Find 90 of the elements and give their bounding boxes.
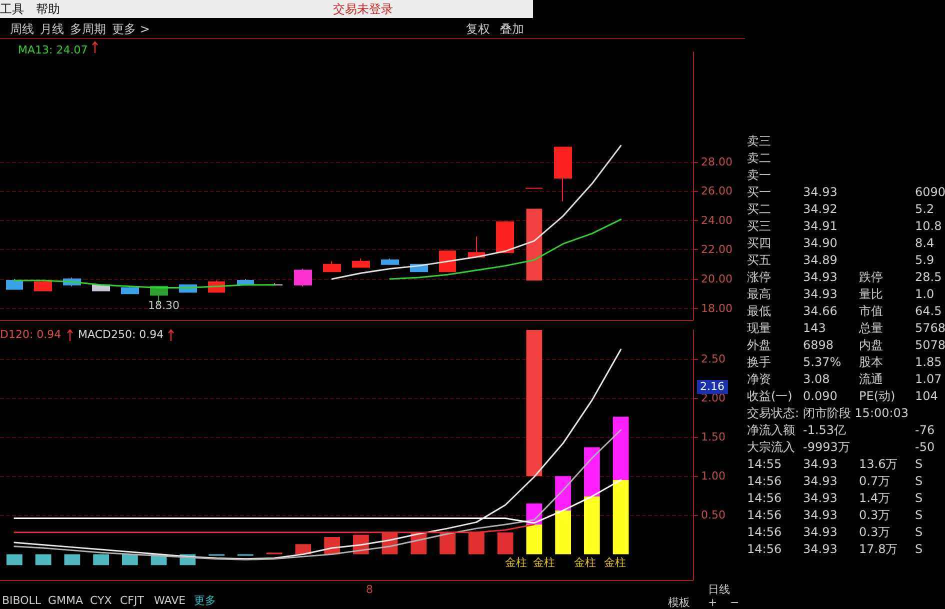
- y-tick-label: 24.00: [701, 214, 732, 227]
- text: 现量 143 总量 5768: [747, 320, 945, 337]
- text: CFJT: [120, 594, 144, 608]
- annotation: 金柱: [533, 556, 555, 570]
- text: 模板: [668, 596, 690, 609]
- text: 14:56 34.93 0.3万 S: [747, 507, 923, 524]
- text: 净流入额 -1.53亿 -76: [747, 422, 935, 439]
- text: 大宗流入 -9993万 -50: [747, 439, 935, 456]
- bar: [64, 554, 80, 566]
- candlestick: [554, 146, 572, 202]
- bar: [555, 510, 572, 554]
- annotation: 18.30: [148, 299, 180, 313]
- text: 日线: [708, 583, 730, 597]
- y-tick-label: 18.00: [701, 302, 732, 315]
- candlestick: [34, 280, 52, 292]
- text: GMMA: [48, 594, 84, 608]
- text: 买三 34.91 10.8: [747, 218, 942, 235]
- bar: [584, 447, 600, 496]
- text: 换手 5.37% 股本 1.85: [747, 354, 942, 371]
- text: 14:56 34.93 17.8万 S: [747, 541, 923, 558]
- text: 收益(一) 0.090 PE(动) 104: [747, 388, 938, 405]
- text: 涨停 34.93 跌停 28.5: [747, 269, 942, 286]
- y-tick-label: 26.00: [701, 184, 732, 198]
- candlestick: [439, 250, 456, 272]
- text: +: [708, 596, 718, 609]
- bar: [584, 496, 600, 554]
- y-tick-label: 1.00: [701, 470, 726, 483]
- text: 买五 34.89 5.9: [747, 252, 934, 269]
- y-tick-label: 22.00: [701, 243, 732, 256]
- y-tick-label: 20.00: [701, 272, 732, 286]
- candlestick: [6, 278, 23, 290]
- text: 交易未登录: [333, 2, 393, 16]
- y-tick-label: 1.50: [701, 430, 726, 444]
- text: 净资 3.08 流通 1.07: [747, 371, 942, 388]
- annotation: MACD250: 0.94: [78, 328, 164, 342]
- candlestick: [352, 258, 370, 268]
- text: 2.16: [697, 380, 728, 394]
- text: 卖一: [747, 167, 771, 184]
- text: WAVE: [154, 594, 186, 608]
- text: 多周期: [70, 22, 106, 36]
- annotation: 金柱: [505, 556, 527, 570]
- text: 14:56 34.93 1.4万 S: [747, 490, 923, 507]
- text: 外盘 6898 内盘 5078: [747, 337, 945, 354]
- candlestick: [496, 221, 514, 254]
- text: 更多 >: [112, 22, 150, 36]
- text: 帮助: [36, 2, 60, 16]
- text: 最高 34.93 量比 1.0: [747, 286, 934, 303]
- annotation: D120: 0.94: [0, 328, 62, 342]
- bar: [35, 554, 52, 566]
- y-tick-label: 28.00: [701, 155, 732, 168]
- line-series: [331, 144, 622, 280]
- bar: [6, 554, 22, 566]
- bar: [526, 524, 542, 554]
- text: BIBOLL: [2, 594, 42, 608]
- text: 8: [366, 583, 373, 597]
- text: 14:56 34.93 0.7万 S: [747, 473, 923, 490]
- bar: [93, 554, 110, 566]
- y-tick-label: 0.50: [701, 508, 726, 522]
- text: 卖二: [747, 150, 771, 167]
- text: 买四 34.90 8.4: [747, 235, 934, 252]
- text: 买二 34.92 5.2: [747, 201, 934, 218]
- text: 工具: [0, 2, 24, 16]
- bar: [612, 480, 629, 554]
- annotation: 金柱: [604, 556, 626, 570]
- text: 叠加: [500, 22, 524, 36]
- annotation: 金柱: [574, 556, 596, 570]
- text: 14:56 34.93 0.3万 S: [747, 524, 923, 541]
- candlestick: [323, 260, 341, 272]
- y-tick-label: 2.50: [701, 352, 726, 366]
- text: 卖三: [747, 133, 771, 150]
- bar: [295, 544, 312, 554]
- candlestick: [121, 286, 139, 294]
- bar: [122, 554, 138, 566]
- text: 月线: [40, 22, 64, 36]
- text: 最低 34.66 市值 64.5: [747, 303, 942, 320]
- line-series: [14, 479, 622, 524]
- text: MA13: 24.07: [18, 44, 88, 56]
- text: −: [730, 596, 740, 609]
- bar: [612, 416, 629, 480]
- bar: [555, 476, 572, 510]
- text: 复权: [466, 22, 490, 36]
- candlestick: [294, 268, 312, 287]
- text: 更多: [194, 594, 216, 608]
- text: 交易状态: 闭市阶段 15:00:03: [747, 405, 909, 422]
- text: 买一 34.93 6090: [747, 184, 945, 201]
- bar: [526, 330, 542, 476]
- candlestick: [381, 258, 399, 265]
- text: 14:55 34.93 13.6万 S: [747, 456, 923, 473]
- text: CYX: [90, 594, 112, 608]
- text: 周线: [10, 22, 34, 36]
